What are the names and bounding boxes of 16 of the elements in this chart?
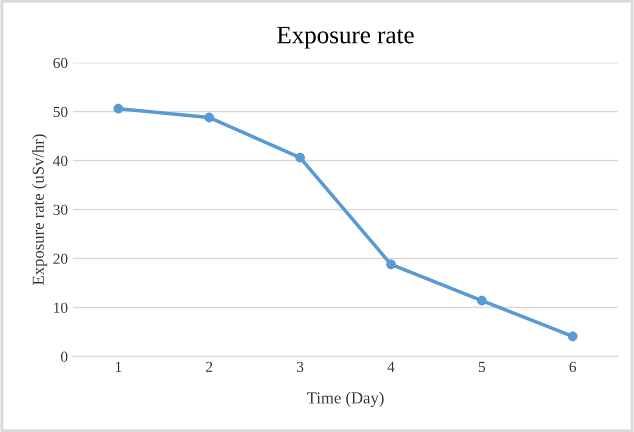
y-tick-label: 30 (54, 204, 68, 215)
x-tick-label: 2 (206, 362, 212, 372)
x-tick-label: 3 (297, 362, 304, 372)
x-axis-title: Time (Day) (307, 392, 384, 407)
x-tick-label: 4 (387, 362, 395, 372)
chart-title: Exposure rate (277, 26, 414, 49)
y-tick-label: 0 (60, 352, 68, 362)
y-tick-label: 40 (53, 156, 68, 166)
y-tick-label: 60 (53, 58, 68, 68)
x-tick-label: 5 (478, 362, 486, 372)
y-tick-label: 50 (54, 106, 68, 118)
x-tick-label: 1 (116, 362, 122, 372)
y-tick-label: 20 (53, 254, 68, 264)
x-tick-label: 6 (570, 362, 576, 372)
y-tick-label: 10 (54, 302, 68, 313)
y-axis-title: Exposure rate (uSv/hr) (32, 134, 48, 285)
